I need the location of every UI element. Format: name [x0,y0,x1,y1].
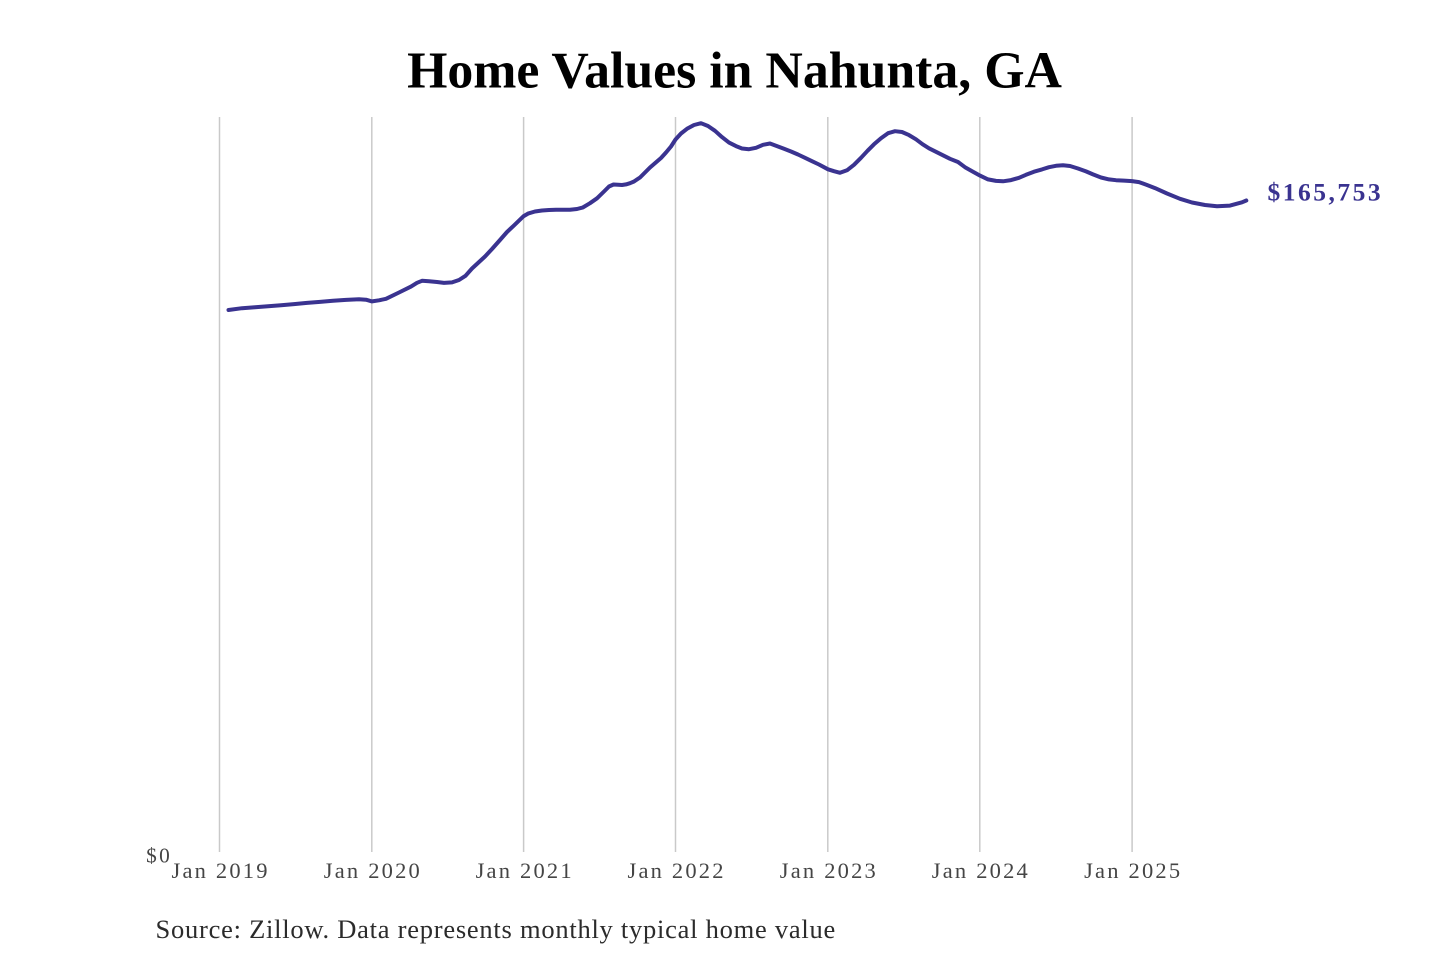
svg-text:$0: $0 [146,844,172,868]
svg-text:Source: Zillow. Data represent: Source: Zillow. Data represents monthly … [156,914,837,944]
svg-text:Home Values in Nahunta, GA: Home Values in Nahunta, GA [407,43,1062,100]
svg-text:Jan 2021: Jan 2021 [476,858,574,883]
svg-text:Jan 2019: Jan 2019 [171,858,269,883]
svg-text:Jan 2020: Jan 2020 [324,858,422,883]
svg-text:Jan 2022: Jan 2022 [627,858,725,883]
svg-text:$165,753: $165,753 [1268,178,1384,207]
svg-text:Jan 2024: Jan 2024 [932,858,1030,883]
svg-text:Jan 2023: Jan 2023 [780,858,878,883]
svg-text:Jan 2025: Jan 2025 [1084,858,1182,883]
